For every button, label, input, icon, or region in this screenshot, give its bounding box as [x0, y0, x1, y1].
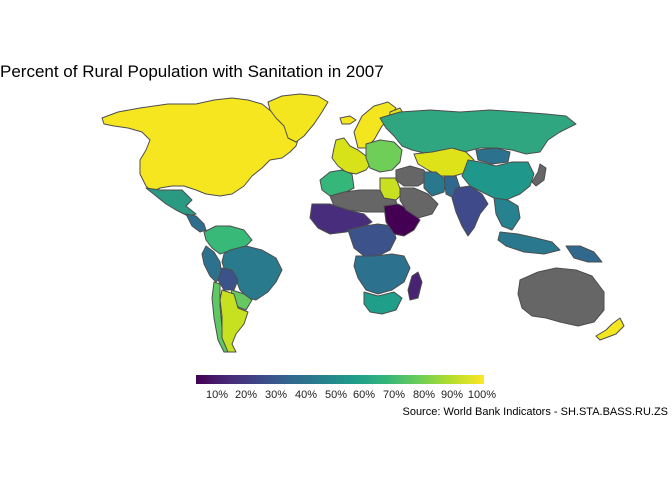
- region-southeast-asia: [493, 197, 521, 231]
- region-north-america: [101, 97, 311, 197]
- region-brazil: [221, 245, 283, 301]
- region-eastern-europe: [365, 139, 403, 173]
- legend-tick-label: 70%: [382, 389, 406, 401]
- region-mexico: [145, 187, 197, 217]
- region-japan: [531, 163, 547, 187]
- region-central-africa: [347, 223, 397, 257]
- map-title: Percent of Rural Population with Sanitat…: [0, 62, 384, 81]
- region-iceland: [339, 115, 357, 125]
- legend-tick-label: 20%: [234, 389, 258, 401]
- legend-tick-label: 40%: [294, 389, 318, 401]
- region-papua: [565, 245, 603, 263]
- legend-tick-label: 50%: [324, 389, 348, 401]
- region-india: [451, 185, 489, 237]
- legend-tick-label: 30%: [264, 389, 288, 401]
- region-southern-africa: [353, 253, 411, 295]
- region-western-europe: [331, 137, 373, 175]
- legend-tick-label: 90%: [440, 389, 464, 401]
- legend-tick-label: 60%: [352, 389, 376, 401]
- region-arabia: [399, 187, 439, 219]
- region-south-africa: [363, 291, 403, 315]
- region-north-africa-west: [319, 169, 355, 197]
- region-greenland: [267, 93, 329, 143]
- region-mongolia: [475, 147, 511, 165]
- region-new-zealand: [595, 317, 625, 341]
- legend-tick-label: 100%: [467, 389, 497, 401]
- region-bolivia: [217, 267, 239, 291]
- region-russia: [379, 109, 577, 157]
- region-australia: [517, 267, 605, 327]
- legend-tick-label: 80%: [412, 389, 436, 401]
- region-peru: [201, 245, 223, 283]
- legend-tick-label: 10%: [205, 389, 229, 401]
- region-indonesia: [497, 231, 561, 255]
- legend-tick-labels: 10% 20% 30% 40% 50% 60% 70% 80% 90% 100%: [196, 389, 496, 403]
- legend-colorbar: [196, 375, 484, 384]
- region-central-america: [185, 213, 207, 233]
- region-middle-east: [395, 165, 429, 187]
- region-argentina: [219, 289, 249, 353]
- source-caption: Source: World Bank Indicators - SH.STA.B…: [402, 406, 668, 418]
- region-madagascar: [407, 271, 423, 301]
- region-iran: [423, 171, 447, 197]
